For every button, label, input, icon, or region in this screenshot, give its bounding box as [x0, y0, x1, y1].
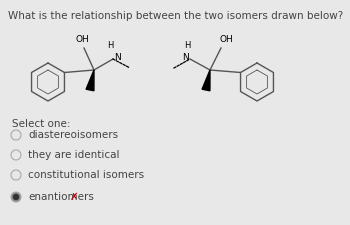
Text: Select one:: Select one:	[12, 119, 70, 129]
Text: OH: OH	[75, 35, 89, 44]
Text: they are identical: they are identical	[28, 150, 119, 160]
Polygon shape	[86, 70, 94, 91]
Text: N: N	[182, 54, 189, 63]
Text: H: H	[184, 41, 190, 50]
Circle shape	[11, 192, 21, 202]
Text: enantiomers: enantiomers	[28, 192, 94, 202]
Polygon shape	[202, 70, 210, 91]
Circle shape	[14, 194, 19, 200]
Text: N: N	[114, 54, 121, 63]
Text: OH: OH	[219, 35, 233, 44]
Text: constitutional isomers: constitutional isomers	[28, 170, 144, 180]
Text: H: H	[107, 41, 113, 50]
Text: diastereoisomers: diastereoisomers	[28, 130, 118, 140]
Text: ✗: ✗	[70, 192, 79, 202]
Text: What is the relationship between the two isomers drawn below?: What is the relationship between the two…	[8, 11, 343, 21]
